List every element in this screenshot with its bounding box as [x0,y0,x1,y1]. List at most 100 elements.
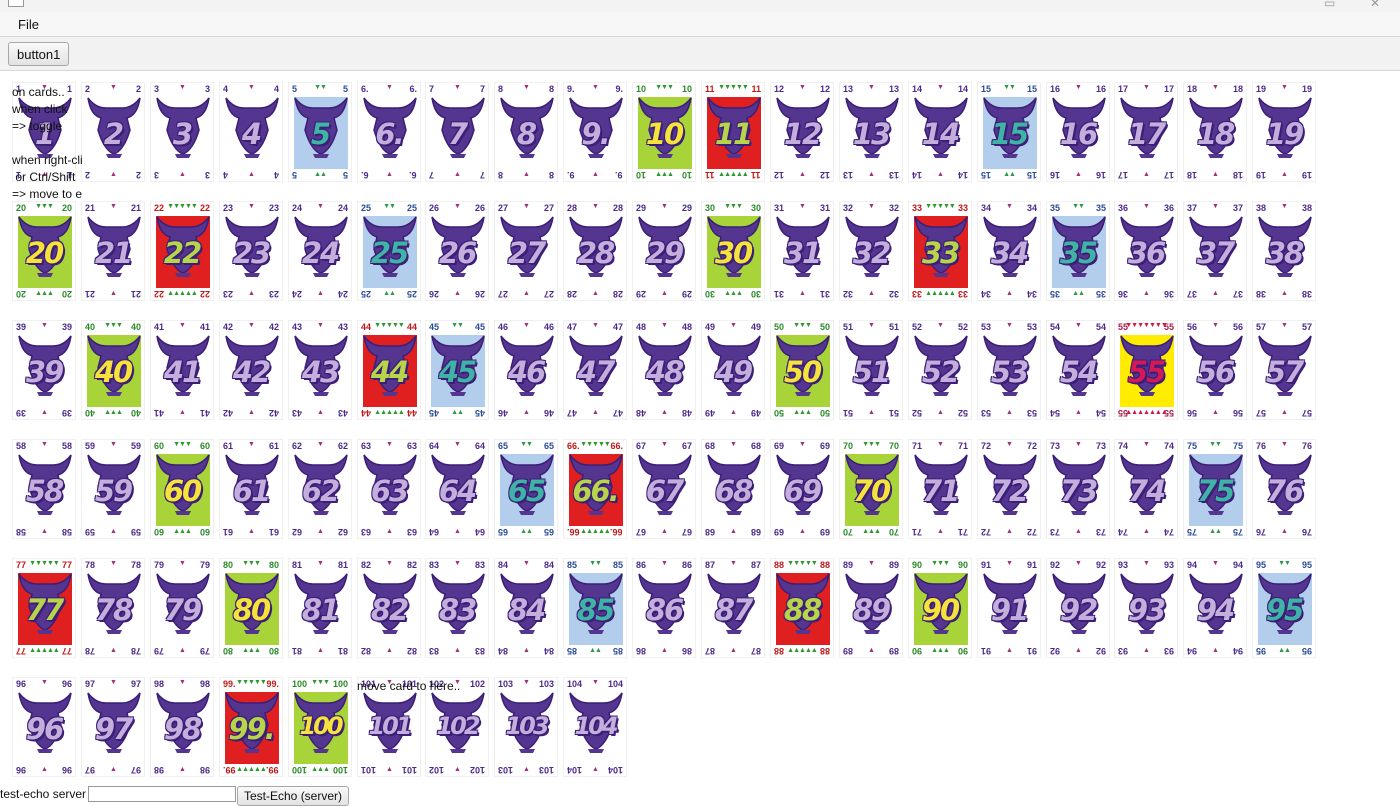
card-58[interactable]: 58 58 ▼ 58 ▲ 58 58 [12,439,76,539]
card-35[interactable]: 35 35 ▼▼ 35 ▲▲ 35 35 [1046,201,1110,301]
card-95[interactable]: 95 95 ▼▼ 95 ▲▲ 95 95 [1252,558,1316,658]
card-46[interactable]: 46 46 ▼ 46 ▲ 46 46 [494,320,558,420]
card-42[interactable]: 42 42 ▼ 42 ▲ 42 42 [219,320,283,420]
card-11[interactable]: 11 11 ▼▼▼▼▼ 11 ▲▲▲▲▲ 11 11 [701,82,765,182]
card-41[interactable]: 41 41 ▼ 41 ▲ 41 41 [150,320,214,420]
card-6[interactable]: 6. 6. ▼ 6. ▲ 6. 6. [357,82,421,182]
card-32[interactable]: 32 32 ▼ 32 ▲ 32 32 [839,201,903,301]
card-25[interactable]: 25 25 ▼▼ 25 ▲▲ 25 25 [357,201,421,301]
card-85[interactable]: 85 85 ▼▼ 85 ▲▲ 85 85 [563,558,627,658]
card-28[interactable]: 28 28 ▼ 28 ▲ 28 28 [563,201,627,301]
card-82[interactable]: 82 82 ▼ 82 ▲ 82 82 [357,558,421,658]
card-78[interactable]: 78 78 ▼ 78 ▲ 78 78 [81,558,145,658]
card-89[interactable]: 89 89 ▼ 89 ▲ 89 89 [839,558,903,658]
card-94[interactable]: 94 94 ▼ 94 ▲ 94 94 [1183,558,1247,658]
card-3[interactable]: 3 3 ▼ 3 ▲ 3 3 [150,82,214,182]
card-60[interactable]: 60 60 ▼▼▼ 60 ▲▲▲ 60 60 [150,439,214,539]
card-4[interactable]: 4 4 ▼ 4 ▲ 4 4 [219,82,283,182]
card-57[interactable]: 57 57 ▼ 57 ▲ 57 57 [1252,320,1316,420]
card-29[interactable]: 29 29 ▼ 29 ▲ 29 29 [632,201,696,301]
card-62[interactable]: 62 62 ▼ 62 ▲ 62 62 [288,439,352,539]
card-14[interactable]: 14 14 ▼ 14 ▲ 14 14 [908,82,972,182]
card-7[interactable]: 7 7 ▼ 7 ▲ 7 7 [425,82,489,182]
card-52[interactable]: 52 52 ▼ 52 ▲ 52 52 [908,320,972,420]
card-23[interactable]: 23 23 ▼ 23 ▲ 23 23 [219,201,283,301]
card-98[interactable]: 98 98 ▼ 98 ▲ 98 98 [150,677,214,777]
card-51[interactable]: 51 51 ▼ 51 ▲ 51 51 [839,320,903,420]
card-70[interactable]: 70 70 ▼▼▼ 70 ▲▲▲ 70 70 [839,439,903,539]
card-49[interactable]: 49 49 ▼ 49 ▲ 49 49 [701,320,765,420]
card-66[interactable]: 66. 66. ▼▼▼▼▼ 66. ▲▲▲▲▲ 66. 66. [563,439,627,539]
card-38[interactable]: 38 38 ▼ 38 ▲ 38 38 [1252,201,1316,301]
card-31[interactable]: 31 31 ▼ 31 ▲ 31 31 [770,201,834,301]
card-103[interactable]: 103 103 ▼ 103 ▲ 103 103 [494,677,558,777]
card-9[interactable]: 9. 9. ▼ 9. ▲ 9. 9. [563,82,627,182]
card-24[interactable]: 24 24 ▼ 24 ▲ 24 24 [288,201,352,301]
card-34[interactable]: 34 34 ▼ 34 ▲ 34 34 [977,201,1041,301]
card-91[interactable]: 91 91 ▼ 91 ▲ 91 91 [977,558,1041,658]
card-47[interactable]: 47 47 ▼ 47 ▲ 47 47 [563,320,627,420]
card-73[interactable]: 73 73 ▼ 73 ▲ 73 73 [1046,439,1110,539]
card-67[interactable]: 67 67 ▼ 67 ▲ 67 67 [632,439,696,539]
card-40[interactable]: 40 40 ▼▼▼ 40 ▲▲▲ 40 40 [81,320,145,420]
card-83[interactable]: 83 83 ▼ 83 ▲ 83 83 [425,558,489,658]
card-27[interactable]: 27 27 ▼ 27 ▲ 27 27 [494,201,558,301]
card-30[interactable]: 30 30 ▼▼▼ 30 ▲▲▲ 30 30 [701,201,765,301]
card-65[interactable]: 65 65 ▼▼ 65 ▲▲ 65 65 [494,439,558,539]
card-75[interactable]: 75 75 ▼▼ 75 ▲▲ 75 75 [1183,439,1247,539]
card-43[interactable]: 43 43 ▼ 43 ▲ 43 43 [288,320,352,420]
card-33[interactable]: 33 33 ▼▼▼▼▼ 33 ▲▲▲▲▲ 33 33 [908,201,972,301]
card-96[interactable]: 96 96 ▼ 96 ▲ 96 96 [12,677,76,777]
close-icon[interactable]: ✕ [1370,0,1381,10]
card-44[interactable]: 44 44 ▼▼▼▼▼ 44 ▲▲▲▲▲ 44 44 [357,320,421,420]
card-104[interactable]: 104 104 ▼ 104 ▲ 104 104 [563,677,627,777]
card-81[interactable]: 81 81 ▼ 81 ▲ 81 81 [288,558,352,658]
drop-target-hint[interactable]: move card to here.. [357,679,461,693]
card-92[interactable]: 92 92 ▼ 92 ▲ 92 92 [1046,558,1110,658]
card-77[interactable]: 77 77 ▼▼▼▼▼ 77 ▲▲▲▲▲ 77 77 [12,558,76,658]
card-79[interactable]: 79 79 ▼ 79 ▲ 79 79 [150,558,214,658]
card-59[interactable]: 59 59 ▼ 59 ▲ 59 59 [81,439,145,539]
card-18[interactable]: 18 18 ▼ 18 ▲ 18 18 [1183,82,1247,182]
card-45[interactable]: 45 45 ▼▼ 45 ▲▲ 45 45 [425,320,489,420]
card-87[interactable]: 87 87 ▼ 87 ▲ 87 87 [701,558,765,658]
card-90[interactable]: 90 90 ▼▼▼ 90 ▲▲▲ 90 90 [908,558,972,658]
card-37[interactable]: 37 37 ▼ 37 ▲ 37 37 [1183,201,1247,301]
card-21[interactable]: 21 21 ▼ 21 ▲ 21 21 [81,201,145,301]
card-1[interactable]: 1 1 ▼ 1 ▲ 1 1 [12,82,76,182]
card-86[interactable]: 86 86 ▼ 86 ▲ 86 86 [632,558,696,658]
card-15[interactable]: 15 15 ▼▼ 15 ▲▲ 15 15 [977,82,1041,182]
card-84[interactable]: 84 84 ▼ 84 ▲ 84 84 [494,558,558,658]
card-56[interactable]: 56 56 ▼ 56 ▲ 56 56 [1183,320,1247,420]
card-63[interactable]: 63 63 ▼ 63 ▲ 63 63 [357,439,421,539]
menu-file[interactable]: File [18,17,39,32]
card-72[interactable]: 72 72 ▼ 72 ▲ 72 72 [977,439,1041,539]
card-48[interactable]: 48 48 ▼ 48 ▲ 48 48 [632,320,696,420]
card-100[interactable]: 100 100 ▼▼▼ 100 ▲▲▲ 100 100 [288,677,352,777]
card-76[interactable]: 76 76 ▼ 76 ▲ 76 76 [1252,439,1316,539]
card-102[interactable]: 102 102 ▼ 102 ▲ 102 102 [425,677,489,777]
card-39[interactable]: 39 39 ▼ 39 ▲ 39 39 [12,320,76,420]
card-80[interactable]: 80 80 ▼▼▼ 80 ▲▲▲ 80 80 [219,558,283,658]
button1[interactable]: button1 [8,42,70,66]
card-53[interactable]: 53 53 ▼ 53 ▲ 53 53 [977,320,1041,420]
card-101[interactable]: 101 101 ▼ 101 ▲ 101 101 [357,677,421,777]
card-61[interactable]: 61 61 ▼ 61 ▲ 61 61 [219,439,283,539]
minimize-icon[interactable]: ▭ [1324,0,1336,10]
card-68[interactable]: 68 68 ▼ 68 ▲ 68 68 [701,439,765,539]
card-71[interactable]: 71 71 ▼ 71 ▲ 71 71 [908,439,972,539]
card-8[interactable]: 8 8 ▼ 8 ▲ 8 8 [494,82,558,182]
card-13[interactable]: 13 13 ▼ 13 ▲ 13 13 [839,82,903,182]
card-99[interactable]: 99. 99. ▼▼▼▼▼ 99. ▲▲▲▲▲ 99. 99. [219,677,283,777]
card-54[interactable]: 54 54 ▼ 54 ▲ 54 54 [1046,320,1110,420]
card-50[interactable]: 50 50 ▼▼▼ 50 ▲▲▲ 50 50 [770,320,834,420]
card-36[interactable]: 36 36 ▼ 36 ▲ 36 36 [1114,201,1178,301]
card-88[interactable]: 88 88 ▼▼▼▼▼ 88 ▲▲▲▲▲ 88 88 [770,558,834,658]
card-93[interactable]: 93 93 ▼ 93 ▲ 93 93 [1114,558,1178,658]
card-2[interactable]: 2 2 ▼ 2 ▲ 2 2 [81,82,145,182]
card-26[interactable]: 26 26 ▼ 26 ▲ 26 26 [425,201,489,301]
card-69[interactable]: 69 69 ▼ 69 ▲ 69 69 [770,439,834,539]
card-64[interactable]: 64 64 ▼ 64 ▲ 64 64 [425,439,489,539]
card-10[interactable]: 10 10 ▼▼▼ 10 ▲▲▲ 10 10 [632,82,696,182]
card-17[interactable]: 17 17 ▼ 17 ▲ 17 17 [1114,82,1178,182]
